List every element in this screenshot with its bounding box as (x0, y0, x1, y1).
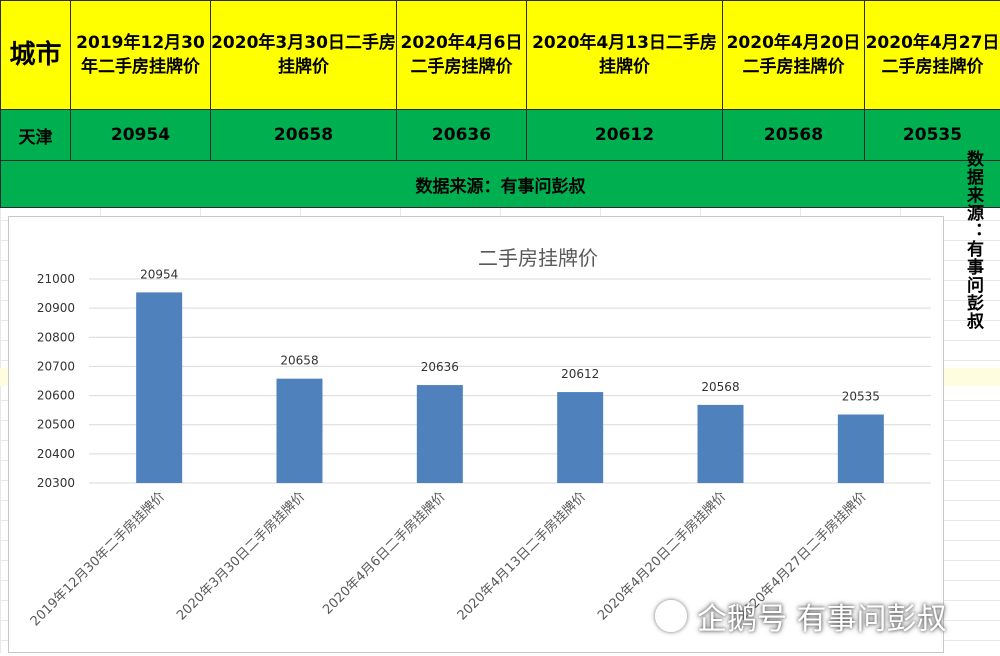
x-tick-label: 2020年3月30日二手房挂牌价 (173, 489, 308, 624)
y-tick-label: 20900 (37, 301, 75, 315)
bar (557, 392, 603, 483)
city-cell[interactable]: 天津 (1, 110, 71, 161)
date-header[interactable]: 2020年4月20日二手房挂牌价 (723, 1, 865, 110)
bar (838, 415, 884, 483)
bar (698, 405, 744, 483)
source-cell[interactable]: 数据来源：有事问彭叔 (1, 161, 1000, 208)
data-label: 20535 (842, 390, 880, 404)
value-cell[interactable]: 20658 (211, 110, 397, 161)
source-row: 数据来源：有事问彭叔 (1, 161, 1000, 208)
data-label: 20658 (280, 354, 318, 368)
y-tick-label: 20700 (37, 359, 75, 373)
table-header-row: 城市 2019年12月30年二手房挂牌价 2020年3月30日二手房挂牌价 20… (1, 1, 1000, 110)
bar (417, 385, 463, 483)
x-tick-label: 2019年12月30年二手房挂牌价 (27, 489, 168, 630)
data-label: 20568 (701, 380, 739, 394)
y-tick-label: 20400 (37, 447, 75, 461)
data-label: 20612 (561, 367, 599, 381)
value-cell[interactable]: 20568 (723, 110, 865, 161)
date-header[interactable]: 2019年12月30年二手房挂牌价 (71, 1, 211, 110)
watermark: 企鹅号 有事问彭叔 (655, 596, 947, 636)
watermark-text: 企鹅号 有事问彭叔 (697, 594, 947, 638)
price-table: 城市 2019年12月30年二手房挂牌价 2020年3月30日二手房挂牌价 20… (0, 0, 1000, 208)
date-header[interactable]: 2020年4月6日二手房挂牌价 (397, 1, 527, 110)
value-cell[interactable]: 20612 (527, 110, 723, 161)
table-row: 天津 20954 20658 20636 20612 20568 20535 (1, 110, 1000, 161)
x-tick-label: 2020年4月6日二手房挂牌价 (320, 489, 449, 618)
value-cell[interactable]: 20636 (397, 110, 527, 161)
y-tick-label: 21000 (37, 272, 75, 286)
y-tick-label: 20500 (37, 418, 75, 432)
x-tick-label: 2020年4月13日二手房挂牌价 (454, 489, 589, 624)
bar-chart[interactable]: 二手房挂牌价 20300 20400 20500 20600 20700 20800 2090… (8, 216, 944, 653)
penguin-logo-icon (655, 600, 687, 632)
y-tick-label: 20800 (37, 330, 75, 344)
chart-title: 二手房挂牌价 (478, 246, 598, 270)
date-header[interactable]: 2020年3月30日二手房挂牌价 (211, 1, 397, 110)
city-header[interactable]: 城市 (1, 1, 71, 110)
date-header[interactable]: 2020年4月13日二手房挂牌价 (527, 1, 723, 110)
bar (136, 292, 182, 483)
value-cell[interactable]: 20954 (71, 110, 211, 161)
y-tick-label: 20600 (37, 389, 75, 403)
y-tick-label: 20300 (37, 476, 75, 490)
side-source-note: 数据来源：有事问彭叔 (956, 150, 986, 350)
chart-canvas: 二手房挂牌价 20300 20400 20500 20600 20700 20800 2090… (9, 217, 943, 652)
bar (277, 379, 323, 483)
data-label: 20954 (140, 267, 178, 281)
data-label: 20636 (421, 360, 459, 374)
date-header[interactable]: 2020年4月27日二手房挂牌价 (865, 1, 1000, 110)
